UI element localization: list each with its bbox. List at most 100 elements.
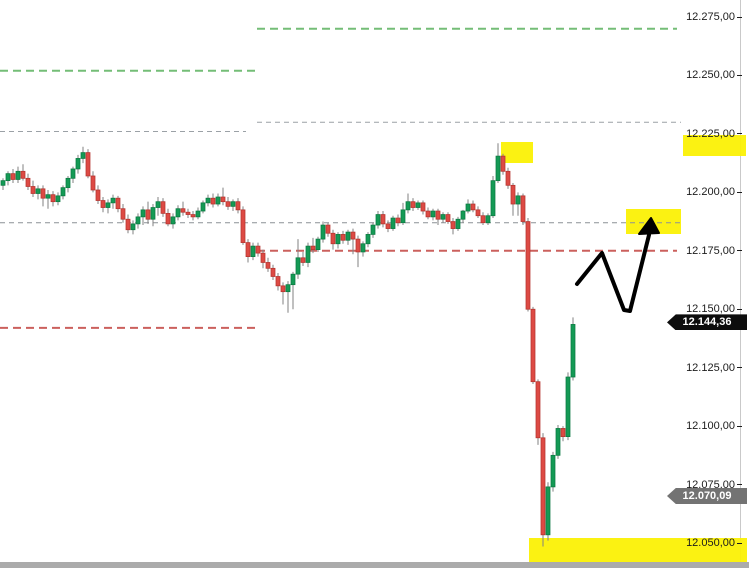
axis-tick-mark xyxy=(737,16,742,18)
candle-down xyxy=(530,308,536,383)
axis-tick: 12.075,00 xyxy=(640,478,742,491)
candle-down xyxy=(350,231,356,240)
candle-down xyxy=(30,186,36,194)
candle-up xyxy=(490,180,496,217)
candle-down xyxy=(540,437,546,536)
candle-up xyxy=(390,217,396,229)
candle-down xyxy=(475,209,481,217)
candle-up xyxy=(365,234,371,245)
candle-down xyxy=(395,217,401,224)
axis-tick-label: 12.100,00 xyxy=(686,420,735,433)
candle-up xyxy=(405,201,411,211)
candle-down xyxy=(525,221,531,310)
candle-down xyxy=(255,245,261,254)
candle-up xyxy=(440,214,446,220)
candle-up xyxy=(15,170,21,180)
axis-tick: 12.150,00 xyxy=(640,303,742,316)
candle-up xyxy=(5,173,11,182)
candle-down xyxy=(425,210,431,218)
candle-down xyxy=(380,214,386,225)
axis-tick: 12.275,00 xyxy=(640,11,742,24)
bottom-edge-strip xyxy=(0,562,749,568)
candle-down xyxy=(90,175,96,191)
candle-up xyxy=(570,324,576,378)
axis-tick-mark xyxy=(737,250,742,252)
current-price-tag: 12.144,36 xyxy=(667,314,747,331)
candle-up xyxy=(285,284,291,293)
hand-drawn-arrow xyxy=(575,233,651,313)
candle-up xyxy=(400,209,406,224)
candle-down xyxy=(355,238,361,253)
candle-down xyxy=(520,195,526,222)
candle-down xyxy=(410,201,416,208)
secondary-price-tag: 12.070,09 xyxy=(667,488,747,505)
candle-up xyxy=(335,234,341,245)
candle-down xyxy=(240,209,246,243)
candle-down xyxy=(325,224,331,234)
candle-up xyxy=(555,428,561,456)
candle-up xyxy=(150,207,156,220)
secondary-price-tag-label: 12.070,09 xyxy=(682,490,732,503)
candle-up xyxy=(0,180,6,186)
level-12225-highlight xyxy=(683,135,746,156)
candle-down xyxy=(180,208,186,213)
candle-down xyxy=(470,203,476,211)
candle-up xyxy=(170,216,176,225)
candle-up xyxy=(345,231,351,241)
candle-down xyxy=(300,257,306,263)
candle-up xyxy=(110,197,116,204)
candle-down xyxy=(265,262,271,269)
candle-up xyxy=(155,201,161,208)
price-axis-border xyxy=(740,0,741,568)
candle-up xyxy=(565,376,571,438)
axis-tick-mark xyxy=(737,191,742,193)
axis-tick-mark xyxy=(737,74,742,76)
candle-up xyxy=(360,243,366,253)
bottom-zone-highlight xyxy=(529,538,747,562)
candle-down xyxy=(210,197,216,205)
candle-up xyxy=(460,210,466,220)
candle-down xyxy=(275,276,281,287)
candle-up xyxy=(515,195,521,205)
candle-down xyxy=(510,184,516,205)
candle-up xyxy=(75,158,81,170)
candle-up xyxy=(140,209,146,218)
current-price-tag-label: 12.144,36 xyxy=(682,316,732,329)
candle-up xyxy=(200,202,206,212)
candle-up xyxy=(80,152,86,159)
candle-up xyxy=(495,155,501,182)
axis-tick: 12.225,00 xyxy=(640,127,742,140)
candle-up xyxy=(370,224,376,235)
axis-tick: 12.125,00 xyxy=(640,361,742,374)
candle-up xyxy=(135,216,141,225)
candle-up xyxy=(195,210,201,218)
axis-tick-mark xyxy=(737,133,742,135)
candle-up xyxy=(305,245,311,263)
candle-up xyxy=(130,223,136,231)
candle-down xyxy=(20,170,26,179)
candle-down xyxy=(450,221,456,229)
candle-down xyxy=(505,170,511,186)
candle-up xyxy=(320,224,326,240)
candle-up xyxy=(105,202,111,208)
candle-up xyxy=(430,210,436,218)
candle-down xyxy=(260,252,266,263)
candle-up xyxy=(455,218,461,229)
candle-down xyxy=(560,428,566,438)
axis-tick-mark xyxy=(737,484,742,486)
axis-tick: 12.100,00 xyxy=(640,420,742,433)
candle-down xyxy=(125,218,131,231)
candle-up xyxy=(250,245,256,257)
candle-down xyxy=(225,201,231,207)
candle-down xyxy=(480,215,486,224)
candle-up xyxy=(45,194,51,199)
axis-tick-label: 12.200,00 xyxy=(686,186,735,199)
candle-down xyxy=(445,214,451,222)
candle-down xyxy=(100,200,106,208)
candle-up xyxy=(60,187,66,197)
candle-up xyxy=(215,196,221,205)
candle-down xyxy=(500,155,506,172)
candle-down xyxy=(245,242,251,257)
